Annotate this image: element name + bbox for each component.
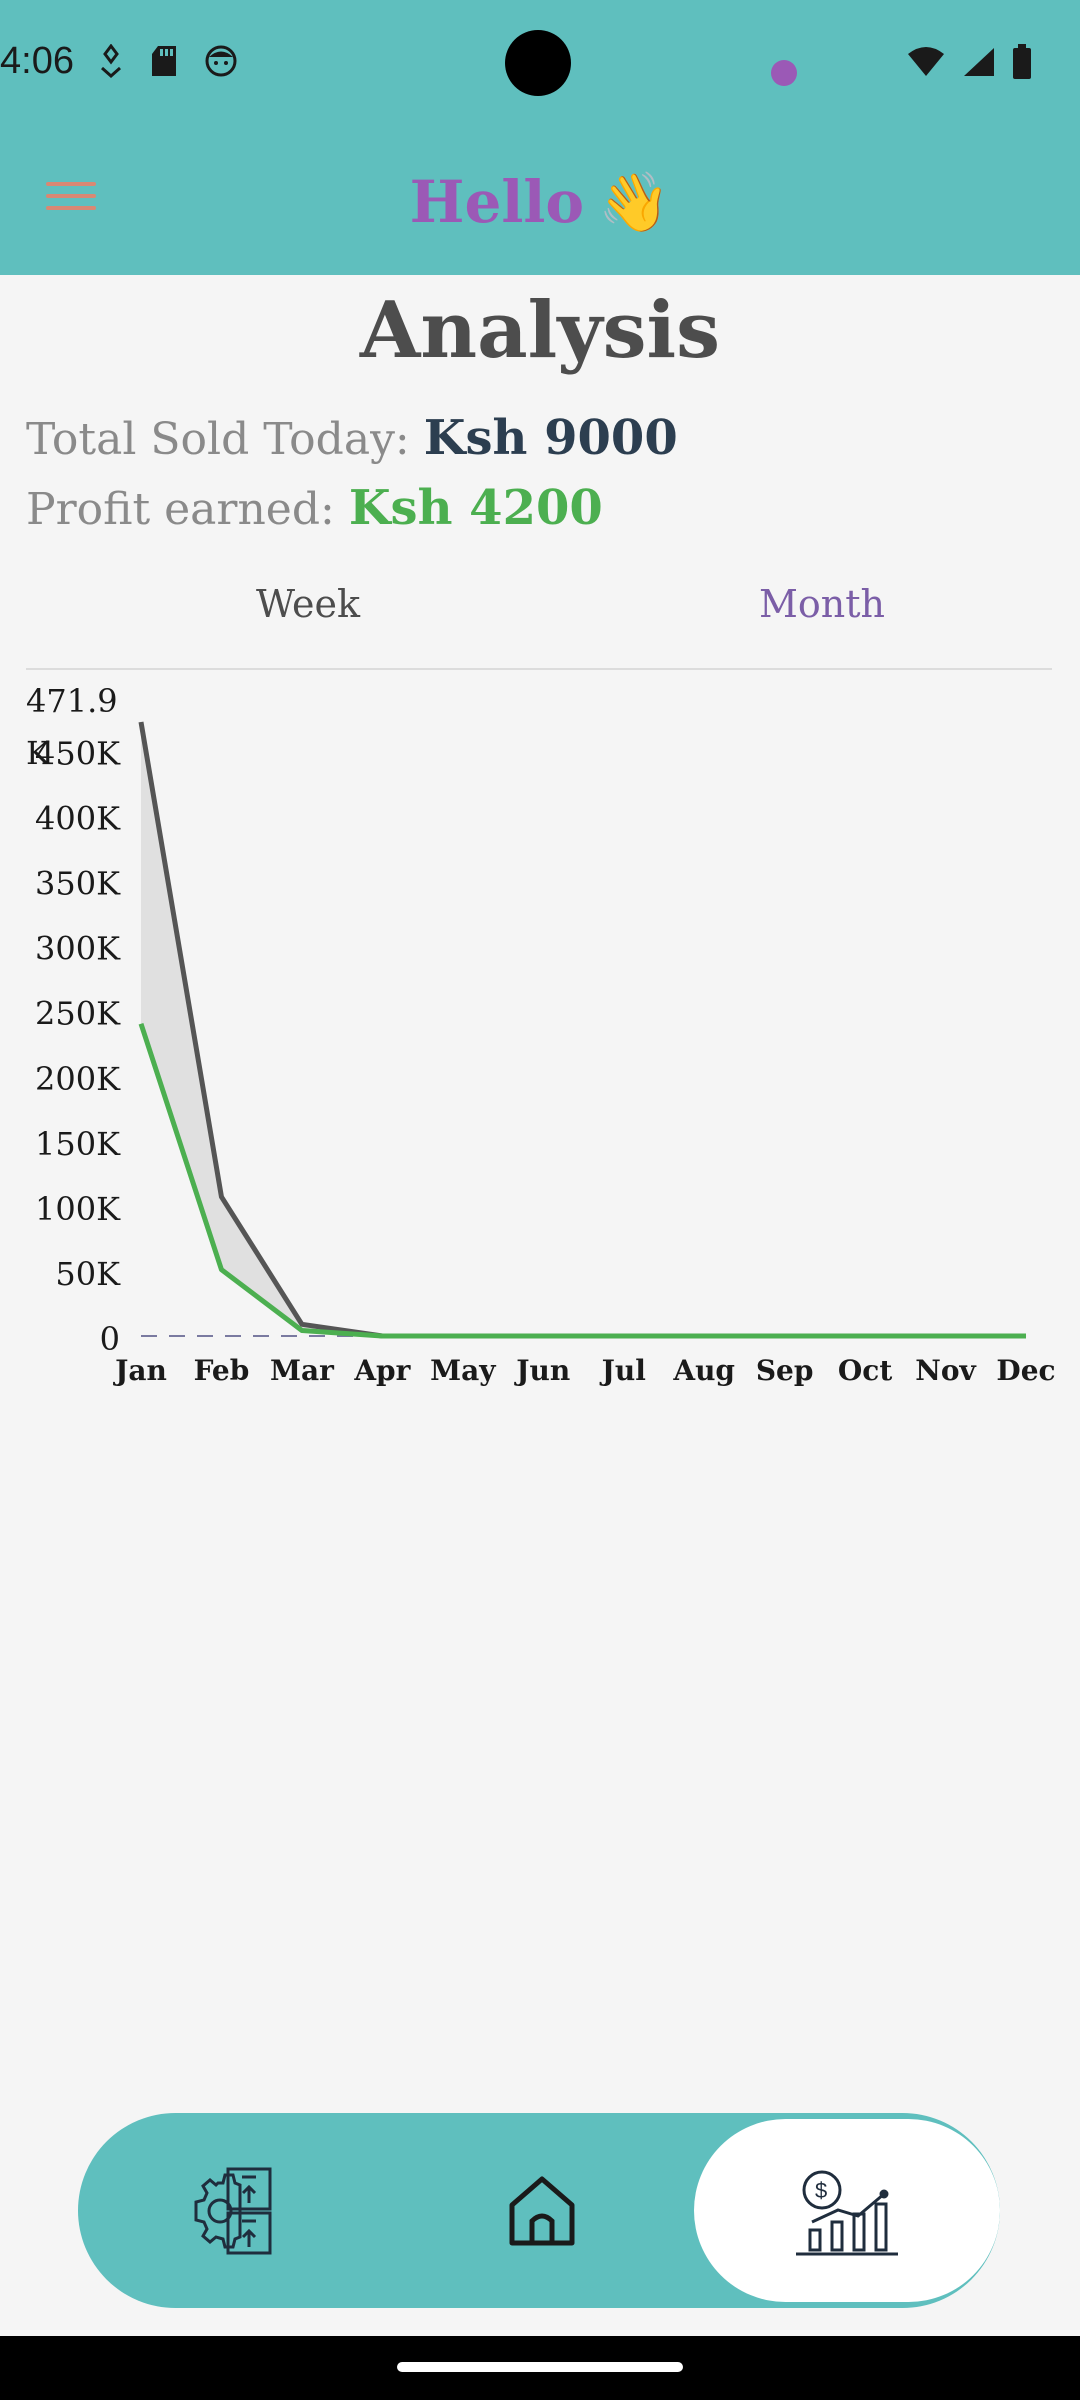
x-tick-label-Jun: Jun <box>513 1354 570 1387</box>
x-tick-label-Apr: Apr <box>353 1354 411 1387</box>
x-tick-label-Sep: Sep <box>756 1354 814 1387</box>
nav-analysis-button[interactable]: $ <box>694 2119 1000 2302</box>
x-tick-label-May: May <box>430 1354 496 1387</box>
status-icons-right <box>906 44 1032 80</box>
home-gesture-pill[interactable] <box>397 2362 683 2372</box>
app-bar: Hello 👋 <box>0 130 1080 275</box>
status-icons-left <box>98 44 238 78</box>
x-tick-label-Feb: Feb <box>194 1354 250 1387</box>
y-tick-label: 250K <box>35 995 121 1033</box>
x-tick-label-Oct: Oct <box>838 1354 892 1387</box>
tab-week[interactable]: Week <box>256 582 360 626</box>
y-tick-label: 200K <box>35 1060 121 1098</box>
signal-icon <box>964 48 994 76</box>
active-tab-indicator <box>771 60 797 86</box>
profit-label: Profit earned: <box>26 484 335 535</box>
x-tick-label-Mar: Mar <box>270 1354 335 1387</box>
front-camera <box>505 30 571 96</box>
x-tick-label-Jul: Jul <box>599 1354 646 1387</box>
wifi-icon <box>908 47 944 76</box>
page-title: Analysis <box>359 285 721 376</box>
x-tick-label-Jan: Jan <box>112 1354 167 1387</box>
y-tick-label: 300K <box>35 930 121 968</box>
greeting-title: Hello 👋 <box>0 168 1080 237</box>
battery-icon <box>1013 44 1031 79</box>
y-tick-label: 100K <box>35 1190 121 1228</box>
nav-inventory-button[interactable] <box>128 2113 328 2308</box>
x-tick-label-Dec: Dec <box>996 1354 1055 1387</box>
tab-month[interactable]: Month <box>758 582 885 626</box>
total-sold-label: Total Sold Today: <box>26 414 410 465</box>
y-tick-label: 350K <box>35 865 121 903</box>
usb-debug-icon <box>101 44 121 78</box>
y-max-label: K <box>26 734 51 772</box>
y-max-label: 471.9 <box>26 682 118 720</box>
sd-card-icon <box>152 46 176 76</box>
y-tick-label: 50K <box>55 1255 121 1293</box>
y-tick-label: 400K <box>35 800 121 838</box>
period-tabs: Week Month <box>26 572 1052 670</box>
x-tick-label-Nov: Nov <box>915 1354 976 1387</box>
face-icon <box>205 45 237 77</box>
x-tick-label-Aug: Aug <box>672 1354 735 1387</box>
status-time: 4:06 <box>0 40 74 82</box>
greeting-text: Hello <box>409 168 585 236</box>
bottom-navigation: $ <box>78 2113 1000 2308</box>
wave-emoji-icon: 👋 <box>598 168 671 236</box>
series-line-1 <box>138 1022 1026 1339</box>
series-line-0 <box>138 721 1026 1339</box>
analytics-chart-icon: $ <box>796 2170 898 2255</box>
y-tick-label: 0 <box>100 1320 120 1358</box>
monthly-sales-chart: 0 50K 100K 150K 200K 250K 300K 350K 400K 450K 471.… <box>26 682 1056 1387</box>
sales-profit-area <box>141 722 1026 1336</box>
nav-home-button[interactable] <box>442 2113 642 2308</box>
y-tick-label: 150K <box>35 1125 121 1163</box>
profit-earned: Profit earned: Ksh 4200 <box>26 480 603 536</box>
inventory-settings-icon <box>194 2167 272 2254</box>
total-sold-today: Total Sold Today: Ksh 9000 <box>26 410 678 466</box>
hamburger-menu-icon[interactable] <box>46 182 96 222</box>
total-sold-value: Ksh 9000 <box>423 410 678 466</box>
home-icon <box>509 2176 575 2245</box>
y-tick-label: 450K <box>35 734 121 772</box>
status-bar: 4:06 <box>0 0 1080 130</box>
svg-text:$: $ <box>815 2178 827 2203</box>
profit-value: Ksh 4200 <box>348 480 603 536</box>
